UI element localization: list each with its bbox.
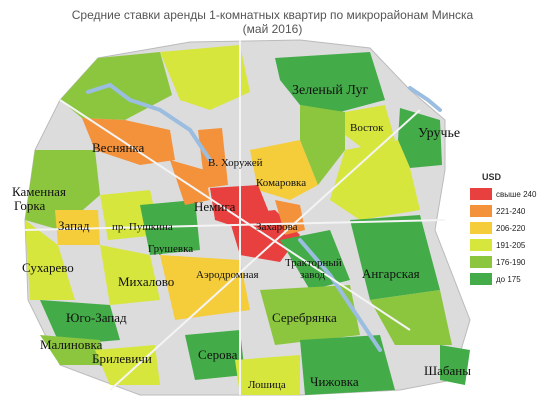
- label-serova: Серова: [198, 347, 238, 362]
- label-vesnyanka: Веснянка: [92, 140, 145, 155]
- district-labels: Зеленый Луг Восток Уручье Веснянка В. Хо…: [12, 83, 471, 391]
- legend-label-4: 176-190: [496, 258, 526, 267]
- area-n-light: [160, 45, 250, 110]
- label-gorka: Горка: [14, 198, 45, 213]
- label-angarskaya: Ангарская: [362, 266, 420, 281]
- legend-label-5: до 175: [496, 275, 521, 284]
- label-aerodromnaya: Аэродромная: [196, 269, 259, 281]
- label-shabany: Шабаны: [424, 363, 471, 378]
- area-malinovka: [40, 335, 105, 365]
- label-sukharevo: Сухарево: [22, 260, 74, 275]
- label-chizhovka: Чижовка: [310, 374, 359, 389]
- legend-label-2: 206-220: [496, 224, 526, 233]
- label-grushevka: Грушевка: [148, 243, 193, 255]
- label-v-khoruzhey: В. Хоружей: [208, 157, 263, 169]
- area-uruchye: [398, 108, 442, 168]
- legend-label-3: 191-205: [496, 241, 526, 250]
- map-subtitle: (май 2016): [242, 22, 303, 36]
- legend-swatch-0: [470, 188, 492, 200]
- label-loshitsa: Лошица: [248, 379, 286, 391]
- area-zapad: [55, 210, 100, 245]
- label-mikhalovo: Михалово: [118, 274, 174, 289]
- legend-label-1: 221-240: [496, 207, 526, 216]
- label-traktorny-zavod: завод: [300, 269, 326, 281]
- roads: [24, 40, 446, 395]
- label-malinovka: Малиновка: [40, 337, 103, 352]
- area-serova: [185, 330, 245, 380]
- label-nemiga: Немига: [194, 199, 236, 214]
- area-vostok: [345, 105, 395, 150]
- label-kamennaya: Каменная: [12, 184, 66, 199]
- legend-title: USD: [482, 172, 502, 182]
- label-uruchye: Уручье: [418, 126, 460, 141]
- area-orange-e: [275, 200, 305, 235]
- area-aerodromnaya: [160, 255, 250, 320]
- area-loshitsa: [235, 355, 300, 395]
- label-pr-pushkina: пр. Пушкина: [112, 221, 173, 233]
- area-sukharevo: [25, 220, 75, 300]
- district-areas: [25, 45, 470, 395]
- legend-swatch-4: [470, 256, 492, 268]
- area-zeleny-lug: [275, 52, 385, 112]
- legend-swatch-5: [470, 273, 492, 285]
- legend-swatch-3: [470, 239, 492, 251]
- rivers: [86, 82, 442, 352]
- area-mikhalovo: [100, 245, 160, 305]
- label-komarovka: Комаровка: [256, 177, 306, 189]
- label-zeleny-lug: Зеленый Луг: [292, 83, 368, 98]
- label-vostok: Восток: [350, 122, 384, 134]
- label-zapad: Запад: [58, 218, 90, 233]
- area-komarovka: [250, 140, 318, 200]
- label-traktorny: Тракторный: [285, 257, 342, 269]
- area-ne-mid: [300, 105, 345, 185]
- map-title: Средние ставки аренды 1-комнатных кварти…: [71, 8, 474, 22]
- area-shabany: [440, 345, 470, 385]
- area-se-light: [370, 290, 452, 345]
- legend: USD свыше 240 221-240 206-220 191-205 17…: [470, 172, 537, 285]
- area-yugo-zapad: [40, 300, 120, 345]
- area-orange-w: [170, 160, 210, 205]
- legend-swatch-2: [470, 222, 492, 234]
- legend-label-0: свыше 240: [496, 190, 537, 199]
- label-yugo-zapad: Юго-Запад: [66, 310, 127, 325]
- area-chizhovka: [300, 335, 395, 395]
- area-brilevichi: [95, 345, 160, 385]
- label-brilevichi: Брилевичи: [92, 351, 152, 366]
- legend-swatch-1: [470, 205, 492, 217]
- area-serebryanka: [260, 285, 360, 345]
- label-zakharova: Захарова: [256, 221, 298, 233]
- area-angarskaya: [350, 215, 440, 300]
- area-e-mid: [330, 140, 420, 220]
- label-serebryanka: Серебрянка: [272, 310, 337, 325]
